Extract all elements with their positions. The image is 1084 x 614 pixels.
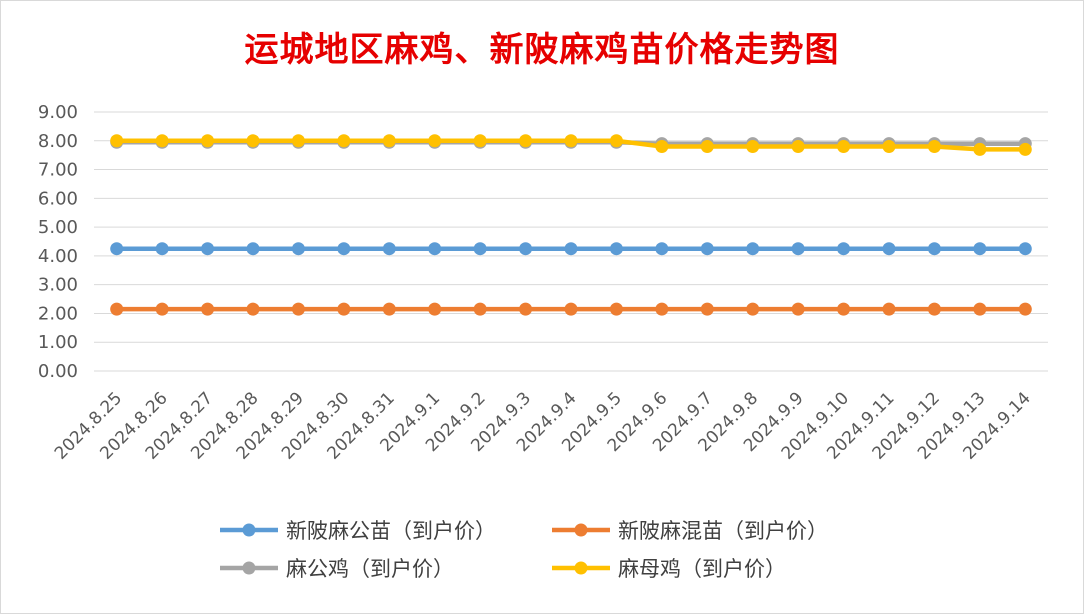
y-tick-label: 7.00 bbox=[38, 160, 78, 181]
data-point bbox=[564, 242, 578, 256]
y-tick-label: 4.00 bbox=[38, 246, 78, 267]
data-point bbox=[473, 302, 487, 316]
series-4 bbox=[110, 134, 1032, 156]
data-point bbox=[973, 302, 987, 316]
y-axis-ticks: 0.00 1.00 2.00 3.00 4.00 5.00 6.00 7.00 8.00 9.00 bbox=[38, 102, 78, 382]
y-tick-label: 1.00 bbox=[38, 332, 78, 353]
data-point bbox=[655, 302, 669, 316]
data-point bbox=[791, 140, 805, 154]
y-tick-label: 3.00 bbox=[38, 275, 78, 296]
x-axis-ticks: 2024.8.252024.8.262024.8.272024.8.282024… bbox=[51, 388, 1035, 463]
data-point bbox=[1018, 302, 1032, 316]
data-point bbox=[337, 302, 351, 316]
data-point bbox=[155, 302, 169, 316]
data-point bbox=[700, 302, 714, 316]
y-tick-label: 8.00 bbox=[38, 131, 78, 152]
legend-entry: 新陂麻公苗（到户价） bbox=[220, 519, 496, 543]
data-point bbox=[428, 134, 442, 148]
data-point bbox=[291, 134, 305, 148]
data-point bbox=[1018, 142, 1032, 156]
legend-swatch-marker bbox=[574, 561, 588, 575]
data-point bbox=[246, 302, 260, 316]
y-tick-label: 6.00 bbox=[38, 188, 78, 209]
data-point bbox=[655, 242, 669, 256]
legend-swatch-marker bbox=[242, 523, 256, 537]
y-tick-label: 5.00 bbox=[38, 217, 78, 238]
legend-entry: 麻母鸡（到户价） bbox=[552, 557, 786, 581]
data-point bbox=[382, 242, 396, 256]
data-point bbox=[837, 302, 851, 316]
data-point bbox=[609, 134, 623, 148]
data-point bbox=[655, 140, 669, 154]
data-point bbox=[1018, 242, 1032, 256]
data-point bbox=[837, 242, 851, 256]
data-point bbox=[291, 302, 305, 316]
grid-lines bbox=[94, 111, 1048, 372]
legend-label: 新陂麻混苗（到户价） bbox=[618, 519, 828, 543]
y-tick-label: 2.00 bbox=[38, 303, 78, 324]
data-point bbox=[564, 302, 578, 316]
series-2 bbox=[110, 302, 1032, 316]
legend-label: 新陂麻公苗（到户价） bbox=[286, 519, 496, 543]
data-point bbox=[291, 242, 305, 256]
data-point bbox=[155, 134, 169, 148]
legend-swatch-marker bbox=[242, 561, 256, 575]
data-point bbox=[927, 302, 941, 316]
data-point bbox=[519, 242, 533, 256]
legend-swatch-marker bbox=[574, 523, 588, 537]
data-point bbox=[337, 242, 351, 256]
data-point bbox=[973, 242, 987, 256]
data-point bbox=[791, 302, 805, 316]
data-point bbox=[746, 242, 760, 256]
series-1 bbox=[110, 242, 1032, 256]
data-point bbox=[927, 140, 941, 154]
data-point bbox=[882, 140, 896, 154]
data-point bbox=[246, 242, 260, 256]
data-point bbox=[609, 242, 623, 256]
series-lines bbox=[110, 134, 1032, 316]
data-point bbox=[246, 134, 260, 148]
data-point bbox=[473, 242, 487, 256]
data-point bbox=[700, 140, 714, 154]
data-point bbox=[700, 242, 714, 256]
legend-entry: 麻公鸡（到户价） bbox=[220, 557, 454, 581]
data-point bbox=[201, 242, 215, 256]
y-tick-label: 9.00 bbox=[38, 102, 78, 123]
data-point bbox=[201, 302, 215, 316]
legend-label: 麻公鸡（到户价） bbox=[286, 557, 454, 581]
data-point bbox=[201, 134, 215, 148]
data-point bbox=[382, 302, 396, 316]
data-point bbox=[882, 302, 896, 316]
data-point bbox=[473, 134, 487, 148]
data-point bbox=[382, 134, 396, 148]
data-point bbox=[564, 134, 578, 148]
data-point bbox=[337, 134, 351, 148]
data-point bbox=[519, 302, 533, 316]
data-point bbox=[882, 242, 896, 256]
data-point bbox=[110, 134, 124, 148]
legend: 新陂麻公苗（到户价） 新陂麻混苗（到户价） 麻公鸡（到户价） 麻母鸡（到户价） bbox=[220, 519, 828, 581]
legend-entry: 新陂麻混苗（到户价） bbox=[552, 519, 828, 543]
chart-title: 运城地区麻鸡、新陂麻鸡苗价格走势图 bbox=[244, 30, 840, 70]
data-point bbox=[155, 242, 169, 256]
data-point bbox=[927, 242, 941, 256]
data-point bbox=[110, 242, 124, 256]
data-point bbox=[746, 302, 760, 316]
data-point bbox=[519, 134, 533, 148]
data-point bbox=[609, 302, 623, 316]
data-point bbox=[973, 142, 987, 156]
y-tick-label: 0.00 bbox=[38, 361, 78, 382]
legend-label: 麻母鸡（到户价） bbox=[618, 557, 786, 581]
data-point bbox=[428, 302, 442, 316]
data-point bbox=[837, 140, 851, 154]
data-point bbox=[428, 242, 442, 256]
data-point bbox=[791, 242, 805, 256]
data-point bbox=[746, 140, 760, 154]
data-point bbox=[110, 302, 124, 316]
